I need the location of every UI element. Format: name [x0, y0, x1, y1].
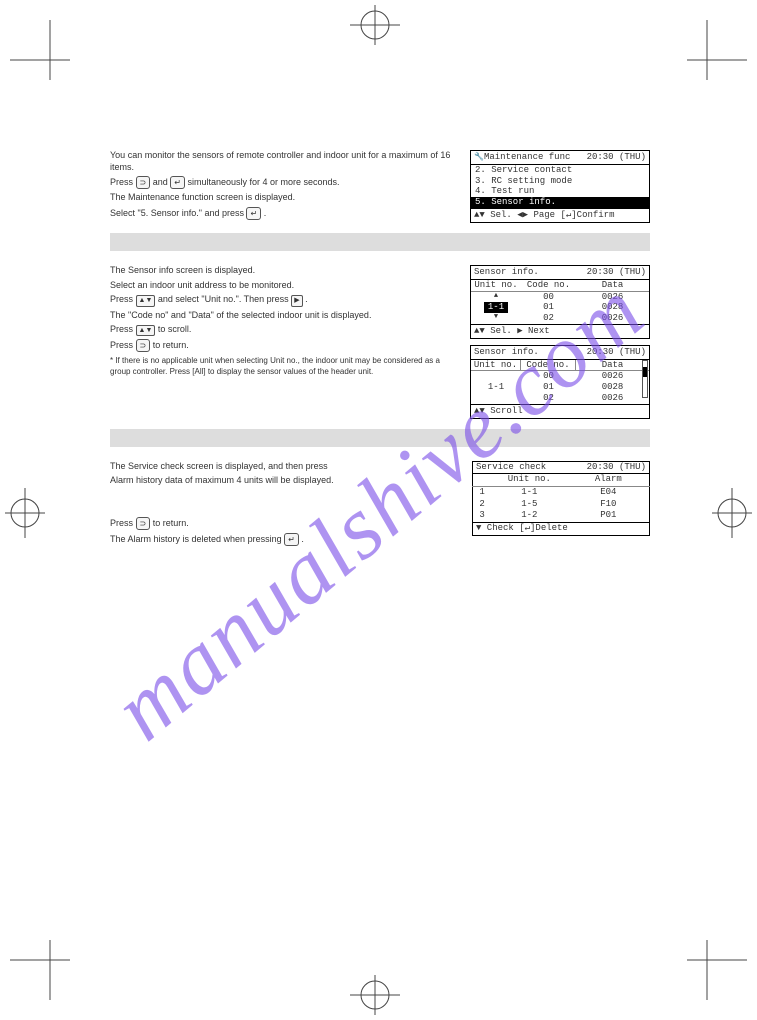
lcd3-time: 20:30 (THU) — [587, 347, 646, 358]
sensor-text: The Sensor info screen is displayed. Sel… — [110, 265, 458, 419]
lcd-sensor-select: Sensor info. 20:30 (THU) Unit no. Code n… — [470, 265, 650, 339]
lcd2-title: Sensor info. — [474, 267, 539, 278]
service-text: The Service check screen is displayed, a… — [110, 461, 460, 549]
svc-line: The Service check screen is displayed, a… — [110, 461, 460, 473]
return-key-icon: ⊃ — [136, 339, 151, 352]
crop-mark-tr — [667, 20, 747, 90]
col-header: Unit no. — [471, 280, 521, 291]
unit-badge: 1-1 — [484, 302, 508, 313]
crop-mark-tc — [340, 0, 410, 50]
sensor-note: * If there is no applicable unit when se… — [110, 356, 458, 377]
lcd-maintenance-func: Maintenance func 20:30 (THU) 2. Service … — [470, 150, 650, 223]
sensor-line: The Sensor info screen is displayed. — [110, 265, 458, 277]
lcd3-title: Sensor info. — [474, 347, 539, 358]
updown-key-icon: ▲▼ — [136, 295, 156, 306]
lcd2-footer: ▲▼ Sel. ▶ Next — [471, 324, 649, 338]
intro-line1: You can monitor the sensors of remote co… — [110, 150, 458, 173]
page-content: You can monitor the sensors of remote co… — [110, 150, 650, 557]
crop-mark-bc — [340, 970, 410, 1020]
crop-mark-bl — [10, 930, 90, 1000]
intro-line2: Press ⊃ and ↵ simultaneously for 4 or mo… — [110, 176, 458, 189]
sensor-line: Press ⊃ to return. — [110, 339, 458, 352]
sensor-line: The "Code no" and "Data" of the selected… — [110, 310, 458, 322]
scrollbar-icon — [642, 360, 648, 398]
svc-time: 20:30 (THU) — [568, 461, 650, 474]
svc-line: Press ⊃ to return. — [110, 517, 460, 530]
svc-title: Service check — [473, 461, 568, 474]
right-key-icon: ▶ — [291, 295, 302, 306]
lcd1-title: Maintenance func — [474, 152, 570, 163]
enter-key-icon: ↵ — [246, 207, 261, 220]
col-header: Data — [576, 360, 649, 371]
lcd1-item-selected: 5. Sensor info. — [471, 197, 649, 208]
col-header: Alarm — [568, 474, 650, 487]
return-key-icon: ⊃ — [136, 176, 151, 189]
sensor-line: Select an indoor unit address to be moni… — [110, 280, 458, 292]
lcd1-item: 2. Service contact — [471, 165, 649, 176]
svc-line: Alarm history data of maximum 4 units wi… — [110, 475, 460, 487]
svc-footer: ▼ Check [↵]Delete — [473, 523, 650, 536]
lcd1-footer: ▲▼ Sel. ◀▶ Page [↵]Confirm — [471, 208, 649, 222]
col-header: Code no. — [521, 280, 576, 291]
col-header: Data — [576, 280, 649, 291]
sensor-line: Press ▲▼ to scroll. — [110, 324, 458, 336]
lcd1-item: 4. Test run — [471, 186, 649, 197]
intro-text: You can monitor the sensors of remote co… — [110, 150, 458, 223]
lcd-service-check: Service check20:30 (THU) Unit no.Alarm 1… — [472, 461, 650, 536]
intro-line3: The Maintenance function screen is displ… — [110, 192, 458, 204]
lcd1-item: 3. RC setting mode — [471, 176, 649, 187]
intro-line4: Select "5. Sensor info." and press ↵ . — [110, 207, 458, 220]
updown-key-icon: ▲▼ — [136, 325, 156, 336]
lcd2-time: 20:30 (THU) — [587, 267, 646, 278]
crop-mark-mr — [707, 478, 757, 548]
lcd1-time: 20:30 (THU) — [587, 152, 646, 163]
unit-label: 1-1 — [471, 382, 521, 393]
col-header: Code no. — [521, 360, 576, 371]
enter-key-icon: ↵ — [170, 176, 185, 189]
col-header: Unit no. — [491, 474, 568, 487]
svc-line: The Alarm history is deleted when pressi… — [110, 533, 460, 546]
col-header: Unit no. — [471, 360, 521, 371]
crop-mark-tl — [10, 20, 90, 90]
crop-mark-ml — [0, 478, 50, 548]
return-key-icon: ⊃ — [136, 517, 151, 530]
lcd-sensor-scroll: Sensor info. 20:30 (THU) Unit no. Code n… — [470, 345, 650, 419]
sensor-line: Press ▲▼ and select "Unit no.". Then pre… — [110, 294, 458, 306]
gray-divider-2 — [110, 429, 650, 447]
enter-key-icon: ↵ — [284, 533, 299, 546]
gray-divider-1 — [110, 233, 650, 251]
crop-mark-br — [667, 930, 747, 1000]
lcd3-footer: ▲▼ Scroll — [471, 404, 649, 418]
